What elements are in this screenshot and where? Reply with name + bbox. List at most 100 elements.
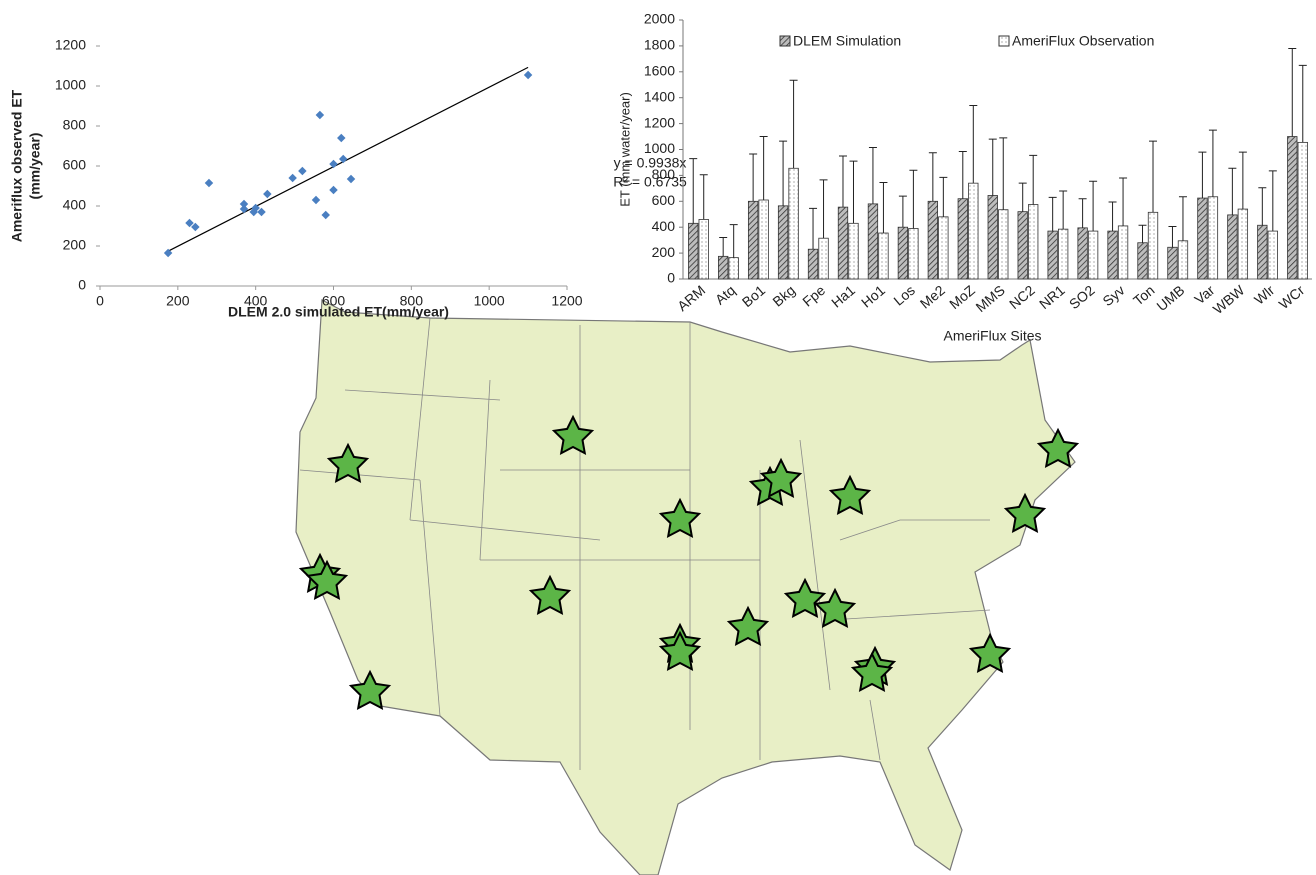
- error-bar: [1149, 140, 1158, 213]
- y-tick-label: 800: [63, 117, 87, 133]
- bar: [998, 209, 1009, 280]
- bar: [867, 203, 879, 280]
- bar: [878, 232, 889, 280]
- y-tick-label: 200: [63, 237, 87, 253]
- x-tick-label: Ha1: [828, 282, 858, 311]
- y-tick-label: 1000: [55, 77, 86, 93]
- legend-label: AmeriFlux Observation: [1012, 33, 1154, 49]
- x-tick-label: Ton: [1130, 282, 1158, 309]
- legend-swatch: [998, 35, 1010, 47]
- error-bar: [819, 179, 828, 239]
- error-bar: [1108, 201, 1117, 232]
- y-tick-label: 2000: [644, 11, 675, 27]
- error-bar: [719, 237, 728, 257]
- error-bar: [939, 176, 948, 217]
- error-bar: [1168, 226, 1177, 248]
- error-bar: [1029, 154, 1038, 205]
- x-axis-label: DLEM 2.0 simulated ET(mm/year): [228, 304, 449, 320]
- error-bar: [1048, 196, 1057, 232]
- error-bar: [849, 160, 858, 224]
- y-tick-label: 1200: [55, 37, 86, 53]
- x-tick-label: UMB: [1153, 282, 1187, 314]
- bar: [987, 195, 998, 280]
- error-bar: [868, 147, 877, 204]
- y-axis-label: ET (mm water/year): [617, 92, 632, 207]
- y-tick-label: 0: [667, 270, 675, 286]
- bar: [1028, 204, 1039, 280]
- x-tick-label: Bkg: [769, 282, 798, 310]
- error-bar: [809, 207, 818, 250]
- error-bar: [1208, 129, 1217, 197]
- bar: [938, 216, 949, 280]
- error-bar: [1119, 177, 1128, 226]
- us-outline: [295, 299, 1076, 875]
- bar: [1107, 230, 1118, 280]
- bar: [968, 182, 979, 280]
- x-tick-label: Los: [890, 282, 918, 309]
- y-tick-label: 1000: [644, 140, 675, 156]
- y-axis-label: Ameriflux observed ET: [9, 89, 25, 242]
- y-tick-label: 1800: [644, 37, 675, 53]
- point: [338, 154, 348, 164]
- error-bar: [1288, 47, 1297, 137]
- bar: [688, 222, 699, 280]
- x-tick-label: MoZ: [946, 282, 978, 313]
- y-tick-label: 400: [652, 218, 676, 234]
- bar: [1197, 197, 1208, 280]
- error-bar: [729, 224, 738, 258]
- x-tick-label: MMS: [972, 282, 1007, 315]
- error-bar: [1138, 224, 1147, 243]
- error-bar: [969, 104, 978, 184]
- bar: [1117, 225, 1129, 280]
- annotation: R² = 0.6735: [613, 174, 687, 190]
- x-tick-label: 600: [322, 293, 346, 309]
- error-bar: [898, 195, 907, 228]
- x-tick-label: Atq: [712, 282, 738, 308]
- error-bar: [759, 136, 768, 201]
- y-tick-label: 200: [652, 244, 676, 260]
- bar: [837, 206, 849, 280]
- y-tick-label: 800: [652, 166, 676, 182]
- x-tick-label: Bo1: [739, 282, 769, 310]
- point: [329, 159, 338, 169]
- point: [311, 195, 321, 205]
- x-tick-label: NR1: [1036, 282, 1068, 312]
- bar: [1087, 230, 1099, 280]
- point: [337, 133, 346, 143]
- error-bar: [699, 174, 708, 220]
- y-tick-label: 400: [63, 197, 87, 213]
- bar: [728, 257, 739, 280]
- x-tick-label: Syv: [1099, 282, 1127, 309]
- x-tick-label: 1000: [474, 293, 505, 309]
- x-tick-label: Me2: [917, 282, 948, 312]
- bar: [1207, 196, 1219, 280]
- error-bar: [749, 153, 758, 202]
- point: [185, 218, 194, 228]
- error-bar: [958, 150, 967, 199]
- error-bar: [1018, 182, 1027, 212]
- bar: [1077, 227, 1088, 280]
- bar: [1287, 136, 1298, 280]
- bar: [1167, 246, 1178, 280]
- x-tick-label: WCr: [1276, 282, 1308, 312]
- x-tick-label: 800: [400, 293, 424, 309]
- error-bar: [689, 158, 698, 224]
- bar: [1257, 224, 1268, 280]
- bar: [1058, 228, 1069, 280]
- point: [239, 199, 249, 209]
- x-tick-label: Ho1: [858, 282, 888, 311]
- x-tick-label: 1200: [551, 293, 582, 309]
- bar: [1017, 211, 1028, 280]
- y-tick-label: 1600: [644, 63, 675, 79]
- error-bar: [909, 169, 918, 229]
- error-bar: [838, 155, 847, 208]
- x-axis-label: AmeriFlux Sites: [943, 328, 1041, 344]
- error-bar: [1238, 151, 1247, 210]
- point: [523, 70, 533, 80]
- bar: [1227, 214, 1238, 280]
- x-tick-label: NC2: [1006, 282, 1038, 312]
- bar: [818, 237, 829, 280]
- point: [321, 210, 330, 220]
